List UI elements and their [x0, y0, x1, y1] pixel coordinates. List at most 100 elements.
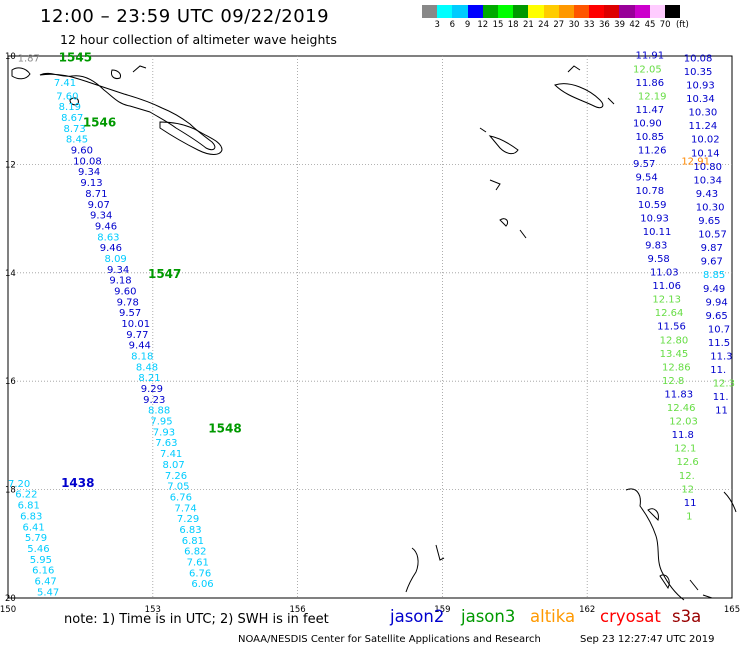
chart-title: 12:00 – 23:59 UTC 09/22/2019 — [40, 6, 330, 27]
wave-height-value: 7.61 — [187, 557, 209, 568]
wave-height-value: 9.94 — [705, 297, 727, 308]
legend-swatch — [604, 5, 620, 18]
legend-swatch — [437, 5, 453, 18]
wave-height-value: 10.80 — [693, 162, 722, 173]
wave-height-value: 10.34 — [693, 175, 722, 186]
wave-height-value: 8.88 — [148, 406, 170, 417]
wave-height-value: 6.83 — [179, 525, 201, 536]
wave-height-value: 8.85 — [703, 270, 725, 281]
wave-height-value: 10.34 — [686, 94, 715, 105]
wave-height-value: 11.03 — [650, 268, 679, 279]
wave-height-value: 6.16 — [32, 566, 54, 577]
wave-height-value: 8.45 — [66, 135, 88, 146]
wave-height-value: 9.13 — [80, 178, 102, 189]
wave-height-value: 12.8 — [662, 376, 684, 387]
legend-swatch — [619, 5, 635, 18]
wave-height-value: 8.73 — [64, 124, 86, 135]
wave-height-value: 6.83 — [20, 511, 42, 522]
coastline — [567, 65, 581, 73]
wave-height-value: 8.71 — [85, 189, 107, 200]
wave-height-value: 9.60 — [114, 286, 136, 297]
wave-height-value: 7.29 — [177, 514, 199, 525]
wave-height-value: 10.93 — [640, 213, 669, 224]
wave-height-value: 11.86 — [635, 78, 664, 89]
wave-height-value: 8.09 — [105, 254, 127, 265]
wave-height-value: 9.43 — [696, 189, 718, 200]
wave-height-value: 7.41 — [160, 449, 182, 460]
lon-tick-label: 165 — [724, 605, 740, 615]
wave-height-value: 9.65 — [698, 216, 720, 227]
wave-height-value: 5.79 — [25, 533, 47, 544]
wave-height-value: 10.85 — [635, 132, 664, 143]
wave-height-value: 11.3 — [710, 352, 732, 363]
coastline — [519, 229, 527, 239]
wave-height-value: 7.05 — [167, 482, 189, 493]
wave-height-value: 12.6 — [676, 457, 698, 468]
wave-height-value: 9.54 — [635, 173, 657, 184]
wave-height-value: 10.14 — [691, 148, 720, 159]
wave-height-value: 7.60 — [56, 91, 78, 102]
wave-height-value: 12.13 — [652, 295, 681, 306]
lat-tick-label: 10 — [5, 52, 16, 62]
lon-tick-label: 153 — [145, 605, 161, 615]
wave-height-value: 6.81 — [18, 501, 40, 512]
wave-height-value: 10.11 — [643, 227, 672, 238]
coastline — [39, 72, 216, 151]
wave-height-value: 5.46 — [27, 544, 49, 555]
wave-height-value: 12.19 — [638, 91, 667, 102]
legend-swatch — [497, 5, 514, 18]
wave-height-value: 13.45 — [660, 349, 689, 360]
wave-height-value: 9.23 — [143, 395, 165, 406]
wave-height-value: 9.34 — [107, 265, 129, 276]
wave-height-value: 6.06 — [191, 579, 213, 590]
coastline — [159, 121, 223, 155]
satellite-s3a: s3a — [672, 607, 702, 626]
legend-swatch — [634, 5, 650, 18]
wave-height-value: 8.21 — [138, 373, 160, 384]
legend-label: 3 — [434, 20, 440, 30]
wave-height-value: 11.06 — [652, 281, 681, 292]
wave-height-value: 5.47 — [37, 587, 59, 598]
wave-height-value: 9.46 — [100, 243, 122, 254]
wave-height-value: 9.49 — [703, 284, 725, 295]
coastline — [488, 135, 519, 155]
wave-height-value: 6.82 — [184, 547, 206, 558]
color-scale-labels: 3 6 9 12 15 18 21 24 27 30 33 36 39 42 45 70 (ft) — [422, 20, 740, 32]
wave-height-value: 6.81 — [182, 536, 204, 547]
legend-label: 6 — [449, 20, 456, 30]
wave-height-value: 7.93 — [153, 427, 175, 438]
wave-height-value: 11. — [710, 365, 726, 376]
wave-height-value: 11.56 — [657, 322, 686, 333]
wave-height-value: 5.95 — [30, 555, 52, 566]
coastline — [723, 491, 737, 513]
legend-label: (ft) — [675, 20, 689, 30]
wave-height-value: 12 — [681, 484, 694, 495]
lat-tick-label: 14 — [5, 269, 16, 279]
generated-timestamp: Sep 23 12:27:47 UTC 2019 — [580, 634, 715, 645]
wave-height-value: 10.35 — [684, 67, 713, 78]
wave-height-value: 6.76 — [189, 568, 211, 579]
wave-height-value: 9.87 — [701, 243, 723, 254]
wave-height-value: 8.67 — [61, 113, 83, 124]
wave-height-value: 11.83 — [664, 389, 693, 400]
wave-height-value: 9.57 — [633, 159, 655, 170]
coastline — [479, 127, 487, 133]
legend-label: 9 — [464, 20, 471, 30]
pass-number-label: 1545 — [59, 50, 92, 64]
wave-height-value: 6.22 — [15, 490, 37, 501]
coastline — [489, 179, 501, 191]
wave-height-value: 12.03 — [669, 417, 698, 428]
coastline — [499, 218, 509, 227]
wave-height-value: 1.87 — [18, 53, 40, 64]
satellite-jason3: jason3 — [461, 607, 516, 626]
coastline — [69, 97, 79, 106]
legend-label: 33 — [583, 20, 595, 30]
map-frame — [7, 55, 733, 599]
legend-label: 42 — [629, 20, 641, 30]
legend-label: 36 — [598, 20, 610, 30]
lat-tick-label: 20 — [5, 594, 16, 604]
credit-line: NOAA/NESDIS Center for Satellite Applica… — [238, 634, 541, 645]
wave-height-value: 11.47 — [635, 105, 664, 116]
wave-height-value: 6.41 — [22, 522, 44, 533]
legend-swatch — [665, 5, 681, 18]
